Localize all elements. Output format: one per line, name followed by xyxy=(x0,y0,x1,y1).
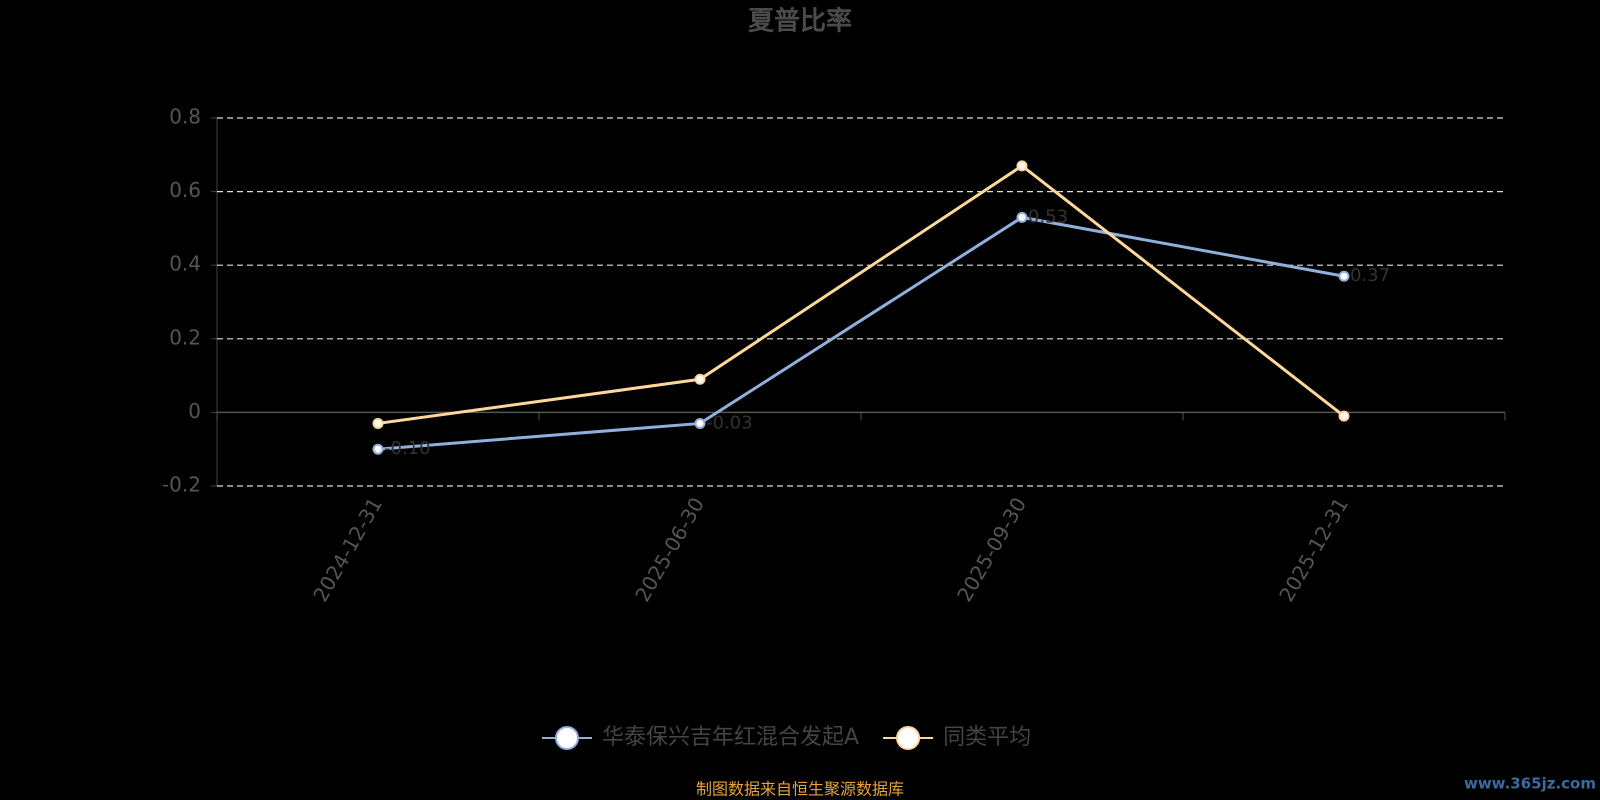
series-line xyxy=(377,163,1345,425)
y-tick-label: 0.6 xyxy=(169,178,201,202)
data-label: -0.03 xyxy=(706,412,753,433)
chart-title: 夏普比率 xyxy=(748,6,852,37)
data-label: 0.53 xyxy=(1028,206,1068,227)
data-point xyxy=(1016,160,1028,172)
series-line xyxy=(377,215,1345,451)
y-tick-label: 0.8 xyxy=(169,105,201,129)
y-tick-label: 0 xyxy=(188,399,201,423)
data-label: -0.10 xyxy=(384,438,431,459)
data-point xyxy=(372,417,384,429)
legend-marker xyxy=(896,726,921,750)
legend-label: 华泰保兴吉年红混合发起A xyxy=(602,725,859,750)
data-point xyxy=(1338,410,1350,422)
legend-marker xyxy=(555,726,579,750)
y-tick-label: 0.4 xyxy=(169,252,201,276)
source-note: 制图数据来自恒生聚源数据库 xyxy=(696,780,904,799)
y-tick-label: -0.2 xyxy=(162,473,201,497)
data-point xyxy=(694,417,706,429)
y-tick-label: 0.2 xyxy=(169,325,201,349)
data-label: 0.37 xyxy=(1350,265,1390,286)
data-point xyxy=(694,373,706,385)
legend-label: 同类平均 xyxy=(943,725,1031,750)
data-point xyxy=(1338,270,1350,282)
watermark: www.365jz.com xyxy=(1464,775,1596,793)
data-point xyxy=(1016,211,1028,223)
data-point xyxy=(372,443,384,455)
